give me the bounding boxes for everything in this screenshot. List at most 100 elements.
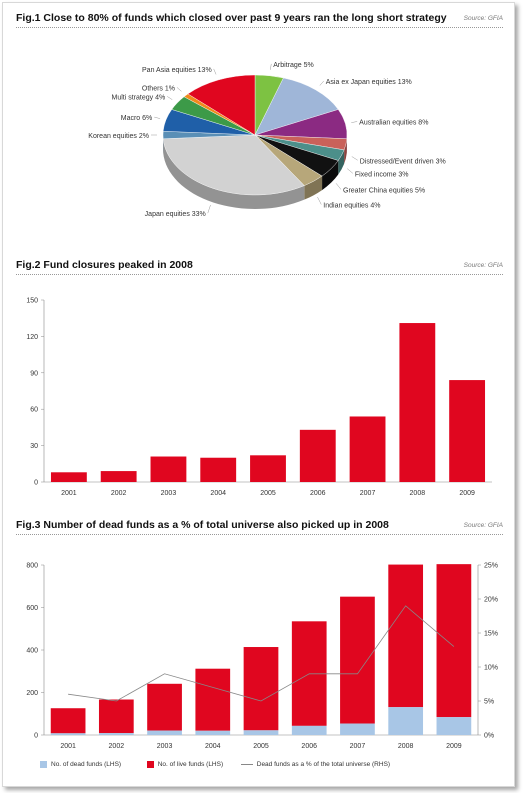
bar-live-2008 [388,564,424,708]
pie-label-8: Korean equities 2% [88,133,149,140]
pie-chart: Arbitrage 5% Asia ex Japan equities 13% Au… [88,62,446,218]
pie-leader-0 [270,63,272,70]
fig1-title: Fig.1 Close to 80% of funds which closed… [16,12,447,24]
bar-dead-2001 [50,733,86,735]
y-tick-1: 30 [30,443,38,450]
pie-leader-5 [335,183,342,190]
bar-dead-2004 [195,730,231,735]
pie-label-11: Others 1% [142,85,175,92]
fig1-source: Source: GFIA [463,15,503,22]
bar-2001 [50,472,87,482]
y-tick-4: 120 [26,334,38,341]
bar-dead-2007 [340,723,375,735]
x-tick-5: 2006 [310,490,326,497]
fig1-rule [16,27,503,28]
legend-label-dead: No. of dead funds (LHS) [51,761,122,768]
x-tick-4: 2005 [253,743,269,750]
pie-side-6 [304,176,323,200]
x-tick-6: 2007 [360,490,376,497]
pie-label-12: Pan Asia equities 13% [142,67,212,74]
x-tick-8: 2009 [459,490,475,497]
pie-slice-12 [187,74,256,136]
dead-pct-line [68,605,455,702]
bar-dead-2002 [98,733,134,735]
fig2-title: Fig.2 Fund closures peaked in 2008 [16,259,193,271]
pie-leader-4 [347,168,354,174]
pie-leader-9 [154,116,161,119]
pie-label-1: Asia ex Japan equities 13% [326,79,412,86]
x-tick-3: 2004 [205,743,221,750]
y2-tick-0: 0% [484,733,494,740]
pie-side-4 [338,149,345,175]
x-tick-3: 2004 [210,490,226,497]
bar-2002 [100,471,137,482]
x-tick-0: 2001 [61,490,77,497]
fig3-rule [16,534,503,535]
y-tick-5: 150 [26,298,38,305]
bar-dead-2009 [436,717,472,735]
x-tick-7: 2008 [410,490,426,497]
pie-slice-1 [254,77,339,136]
pie-label-5: Greater China equities 5% [343,187,425,194]
pie-side-7 [163,138,305,209]
legend-label-live: No. of live funds (LHS) [157,761,224,768]
y2-tick-2: 10% [484,665,498,672]
y2-tick-4: 20% [484,597,498,604]
y-tick-4: 800 [26,563,38,570]
pie-leader-11 [176,87,182,92]
pie-leader-6 [317,196,322,205]
x-tick-5: 2006 [301,743,317,750]
bar-dead-2003 [147,730,182,735]
x-tick-1: 2002 [111,490,127,497]
fig3-source: Source: GFIA [463,522,503,529]
y2-tick-3: 15% [484,631,498,638]
pie-side-3 [344,138,347,164]
y-tick-3: 90 [30,370,38,377]
x-tick-2: 2003 [157,743,173,750]
legend-swatch-live [146,761,154,768]
bar-live-2009 [436,564,472,718]
bar-2005 [250,455,286,482]
pie-leader-2 [351,121,358,123]
x-tick-2: 2003 [161,490,177,497]
bar-live-2003 [147,683,182,731]
fig2-source: Source: GFIA [463,262,503,269]
bar-live-2005 [243,647,279,731]
dead-funds-combo-chart: 0 200 400 600 800 0% 5% 10% 15% 20% 25% 2001 2002 200… [26,563,498,751]
fig2-rule [16,274,503,275]
x-tick-0: 2001 [60,743,76,750]
legend-label-line: Dead funds as a % of the total universe … [256,761,391,768]
bar-2003 [150,456,187,482]
pie-label-4: Fixed income 3% [355,171,409,178]
pie-leader-1 [319,80,324,86]
pie-leader-3 [351,156,358,161]
bar-2006 [299,429,336,482]
y2-tick-5: 25% [484,563,498,570]
pie-label-3: Distressed/Event driven 3% [360,158,446,165]
bar-2007 [349,416,386,482]
x-tick-4: 2005 [260,490,276,497]
bar-live-2004 [195,668,231,731]
pie-leader-12 [213,68,217,75]
legend-swatch-dead [40,761,47,768]
y-tick-0: 0 [34,480,38,487]
y-tick-2: 400 [26,648,38,655]
bar-2008 [399,323,436,482]
fund-closures-bar-chart: 0 30 60 90 120 150 2001 2002 2003 2004 2005 2006 200… [26,298,492,497]
pie-label-7: Japan equities 33% [145,211,206,218]
pie-label-2: Australian equities 8% [359,120,428,127]
bar-2004 [200,457,237,482]
bar-dead-2008 [388,707,424,735]
bar-2009 [449,380,486,482]
bar-live-2001 [50,708,86,734]
pie-slice-7 [162,134,305,196]
y-tick-3: 600 [26,605,38,612]
pie-leader-10 [167,96,173,100]
fig3-legend: No. of dead funds (LHS) No. of live fund… [40,761,390,768]
y-tick-2: 60 [30,407,38,414]
x-tick-7: 2008 [398,743,414,750]
fig3-title: Fig.3 Number of dead funds as a % of tot… [16,519,389,531]
pie-leader-7 [207,204,211,214]
y-tick-0: 0 [34,733,38,740]
bar-live-2007 [340,596,375,724]
